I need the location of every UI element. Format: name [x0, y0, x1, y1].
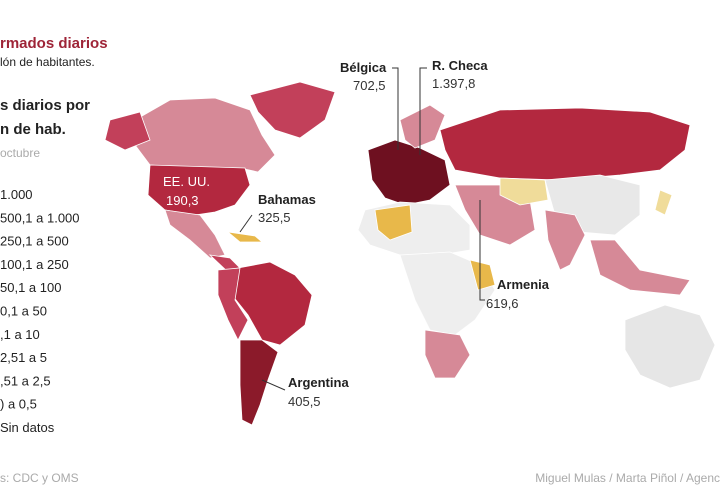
leader-line: [261, 379, 286, 391]
leader-line: [392, 67, 399, 150]
world-map: [104, 81, 716, 426]
callout-value: 619,6: [486, 296, 519, 311]
central-africa: [399, 251, 496, 336]
legend-item: 2,51 a 5: [0, 350, 47, 365]
callout-name: R. Checa: [432, 58, 488, 73]
subtitle: lón de habitantes.: [0, 55, 95, 69]
callouts: Bélgica 702,5 R. Checa 1.397,8 EE. UU. 1…: [163, 58, 550, 409]
legend-item: Sin datos: [0, 420, 55, 435]
east-africa: [469, 259, 496, 291]
japan: [654, 189, 673, 216]
sahel: [374, 204, 413, 241]
callout-value: 325,5: [258, 210, 291, 225]
caribbean: [226, 231, 264, 243]
central-asia: [499, 177, 549, 206]
legend: 1.000 500,1 a 1.000 250,1 a 500 100,1 a 250…: [0, 187, 80, 435]
southeast-asia: [589, 239, 691, 296]
legend-item: ,1 a 10: [0, 327, 40, 342]
legend-item: ,51 a 2,5: [0, 373, 51, 388]
callout-value: 190,3: [166, 193, 199, 208]
legend-title: n de hab.: [0, 121, 66, 138]
leader-line: [239, 214, 253, 233]
callout-name: EE. UU.: [163, 174, 210, 189]
legend-item: ) a 0,5: [0, 397, 37, 412]
greenland: [249, 81, 336, 139]
andes: [217, 267, 249, 341]
canada: [134, 97, 276, 173]
alaska: [104, 111, 151, 151]
leader-line: [479, 200, 485, 301]
title: rmados diarios: [0, 35, 108, 52]
india: [544, 209, 586, 271]
legend-item: 1.000: [0, 187, 33, 202]
australia: [624, 304, 716, 389]
russia: [439, 107, 691, 181]
legend-item: 500,1 a 1.000: [0, 210, 80, 225]
legend-item: 0,1 a 50: [0, 304, 47, 319]
legend-item: 250,1 a 500: [0, 234, 69, 249]
europe: [367, 139, 451, 206]
callout-name: Bahamas: [258, 192, 316, 207]
argentina: [239, 339, 279, 426]
legend-title: s diarios por: [0, 97, 90, 114]
credits: Miguel Mulas / Marta Piñol / Agenc: [535, 471, 720, 485]
callout-name: Armenia: [497, 277, 550, 292]
legend-item: 100,1 a 250: [0, 257, 69, 272]
scandinavia: [399, 104, 446, 149]
leader-line: [419, 67, 427, 155]
callout-value: 702,5: [353, 78, 386, 93]
callout-name: Argentina: [288, 375, 349, 390]
callout-name: Bélgica: [340, 60, 387, 75]
usa: [147, 164, 251, 216]
mexico: [164, 209, 226, 259]
source: s: CDC y OMS: [0, 471, 79, 485]
callout-value: 1.397,8: [432, 76, 475, 91]
southern-africa: [424, 329, 471, 379]
legend-date: octubre: [0, 146, 40, 160]
brazil: [231, 261, 313, 346]
callout-value: 405,5: [288, 394, 321, 409]
legend-item: 50,1 a 100: [0, 280, 61, 295]
